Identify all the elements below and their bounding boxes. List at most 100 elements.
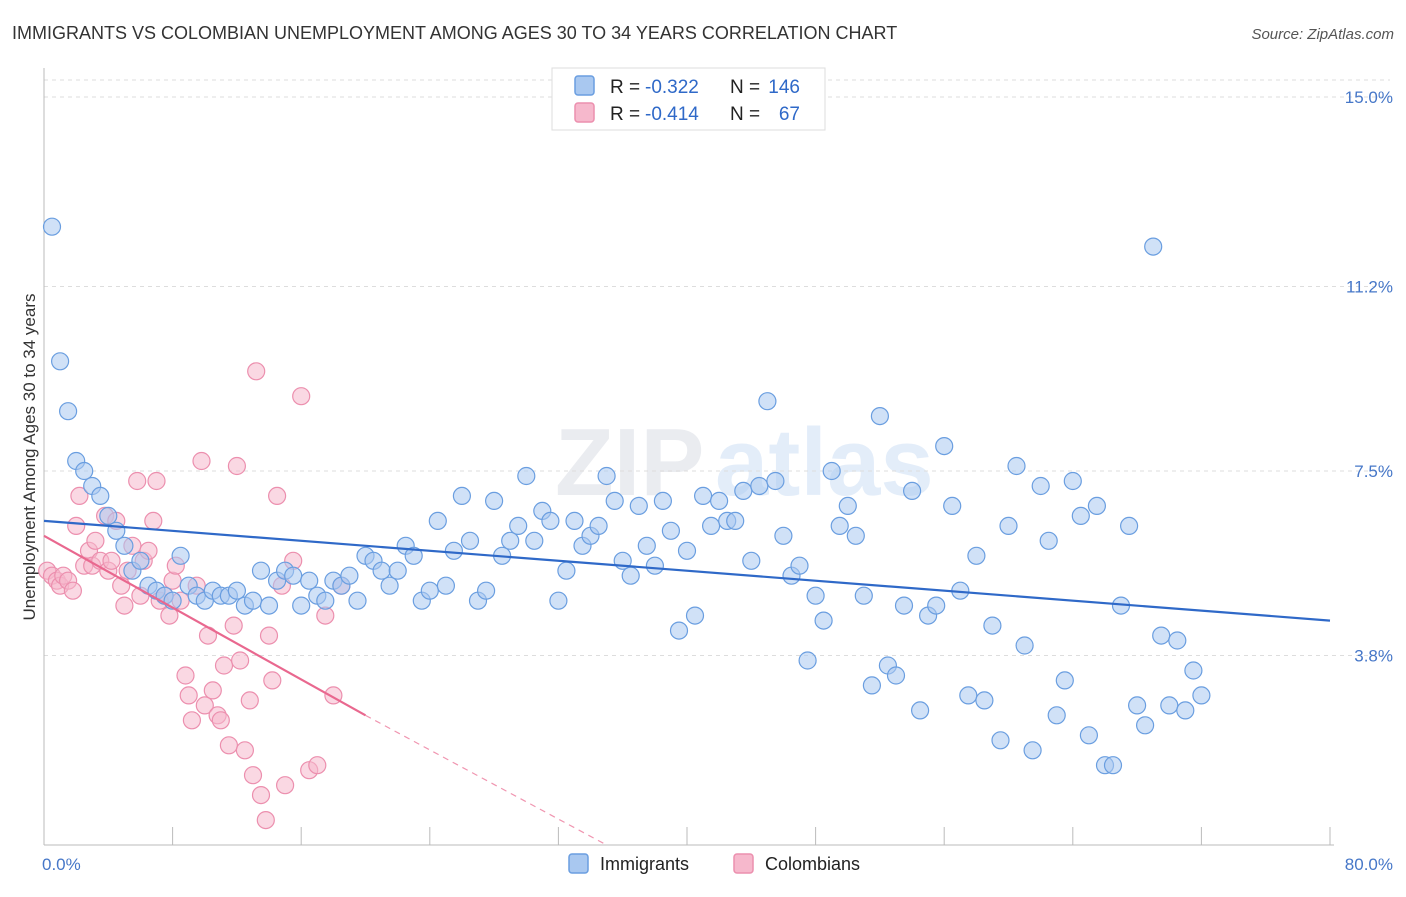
legend-row-colombians: R = -0.414 N = 67	[574, 102, 800, 125]
data-point-immigrants	[798, 651, 817, 670]
data-point-immigrants	[1176, 701, 1195, 720]
series-immigrants-points	[42, 217, 1211, 775]
data-point-immigrants	[1007, 456, 1026, 476]
data-point-immigrants	[975, 691, 994, 710]
data-point-immigrants	[1055, 671, 1074, 690]
data-point-immigrants	[1160, 696, 1179, 715]
data-point-colombians	[195, 696, 214, 715]
data-point-immigrants	[380, 576, 399, 595]
data-point-immigrants	[766, 471, 785, 491]
data-point-immigrants	[894, 596, 914, 615]
data-point-colombians	[256, 810, 275, 830]
watermark-zip: ZIP	[555, 409, 704, 516]
bottom-legend-label-immigrants: Immigrants	[600, 854, 689, 874]
data-point-immigrants	[541, 511, 560, 531]
data-point-colombians	[243, 766, 263, 785]
legend-n-label-colombians: N =	[730, 104, 760, 125]
data-point-colombians	[224, 616, 243, 635]
data-point-immigrants	[999, 516, 1018, 536]
data-point-immigrants	[348, 591, 367, 610]
data-point-immigrants	[830, 516, 849, 536]
data-point-immigrants	[525, 531, 544, 550]
data-point-immigrants	[292, 596, 311, 615]
data-point-immigrants	[1144, 237, 1163, 256]
data-point-immigrants	[661, 521, 681, 540]
trend-line-immigrants	[43, 519, 1331, 622]
data-point-colombians	[276, 776, 295, 795]
data-point-immigrants	[629, 496, 648, 515]
data-point-immigrants	[983, 616, 1002, 635]
data-point-immigrants	[597, 466, 616, 486]
data-point-immigrants	[927, 596, 946, 615]
data-point-immigrants	[886, 666, 906, 685]
data-point-immigrants	[171, 546, 190, 565]
data-point-immigrants	[709, 491, 729, 510]
bottom-legend-item-colombians[interactable]: Colombians	[733, 853, 860, 874]
data-point-colombians	[179, 686, 198, 705]
x-tick-label-max: 80.0%	[1345, 855, 1393, 874]
axis-layer: 3.8% 7.5% 11.2% 15.0%	[43, 68, 1393, 846]
data-point-colombians	[231, 651, 250, 670]
data-point-colombians	[251, 785, 271, 805]
data-point-immigrants	[677, 541, 697, 560]
data-point-immigrants	[372, 561, 391, 580]
data-point-immigrants	[243, 591, 263, 610]
data-point-immigrants	[131, 551, 150, 570]
bottom-legend-swatch-colombians	[733, 853, 754, 874]
y-tick-label: 11.2%	[1346, 277, 1393, 296]
data-point-immigrants	[517, 466, 536, 486]
legend-box: R = -0.322 N = 146 R = -0.414 N = 67	[551, 67, 826, 131]
chart-source: Source: ZipAtlas.com	[1251, 26, 1394, 43]
data-point-immigrants	[693, 486, 713, 505]
data-point-immigrants	[460, 531, 480, 550]
data-point-immigrants	[1031, 476, 1050, 496]
bottom-legend-item-immigrants[interactable]: Immigrants	[568, 853, 689, 874]
data-point-immigrants	[1152, 626, 1171, 645]
data-point-immigrants	[300, 571, 319, 590]
watermark-atlas: atlas	[715, 409, 934, 516]
data-point-colombians	[219, 736, 238, 755]
data-point-immigrants	[1087, 496, 1107, 515]
data-point-immigrants	[501, 531, 520, 550]
legend-swatch-immigrants	[574, 75, 595, 96]
data-point-immigrants	[284, 566, 303, 585]
data-point-colombians	[128, 471, 147, 491]
bottom-legend: Immigrants Colombians	[568, 853, 860, 874]
data-point-immigrants	[1103, 756, 1123, 775]
data-point-immigrants	[509, 516, 528, 536]
bottom-legend-swatch-immigrants	[568, 853, 589, 874]
data-point-immigrants	[404, 546, 423, 565]
data-point-immigrants	[814, 611, 833, 630]
legend-n-value-colombians: 67	[779, 104, 800, 125]
data-point-colombians	[227, 456, 246, 476]
data-point-immigrants	[910, 701, 930, 720]
data-point-immigrants	[1119, 516, 1139, 536]
chart-title: IMMIGRANTS VS COLOMBIAN UNEMPLOYMENT AMO…	[12, 23, 897, 43]
data-point-immigrants	[822, 461, 841, 481]
data-point-colombians	[176, 666, 195, 685]
data-point-colombians	[144, 511, 163, 531]
data-point-immigrants	[557, 561, 576, 580]
data-point-immigrants	[758, 392, 777, 411]
data-point-immigrants	[967, 546, 986, 565]
data-point-immigrants	[1079, 726, 1099, 745]
data-point-colombians	[214, 656, 234, 675]
data-point-immigrants	[436, 576, 455, 595]
data-point-colombians	[268, 486, 287, 505]
data-point-immigrants	[1192, 686, 1211, 705]
data-point-immigrants	[854, 586, 873, 605]
data-point-immigrants	[42, 217, 62, 236]
data-point-immigrants	[902, 481, 922, 500]
data-point-immigrants	[340, 566, 359, 585]
data-point-immigrants	[259, 596, 279, 615]
data-point-immigrants	[428, 511, 447, 531]
bottom-legend-label-colombians: Colombians	[765, 854, 860, 874]
data-point-immigrants	[99, 506, 118, 526]
data-point-immigrants	[1023, 741, 1042, 760]
data-point-immigrants	[227, 581, 246, 600]
data-point-colombians	[182, 711, 201, 730]
data-point-colombians	[163, 571, 182, 590]
data-point-immigrants	[605, 491, 624, 510]
y-tick-label: 3.8%	[1354, 647, 1393, 666]
